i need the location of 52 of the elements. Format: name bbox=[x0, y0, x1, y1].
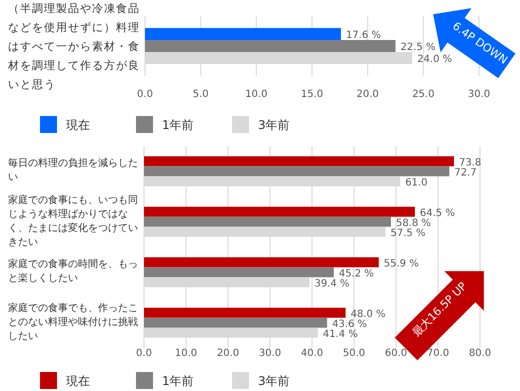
y-tick-label: 家庭での食事でも、作ったことのない料理や味付けに挑戦したい bbox=[8, 302, 139, 344]
x-tick-label: 60.0 bbox=[384, 348, 408, 359]
bar bbox=[145, 40, 396, 52]
bar bbox=[144, 318, 328, 328]
x-tick-label: 40.0 bbox=[300, 348, 324, 359]
legend-label: 3年前 bbox=[258, 118, 290, 132]
x-tick-label: 80.0 bbox=[468, 348, 492, 359]
data-label: 55.9 % bbox=[384, 258, 419, 270]
bar bbox=[144, 166, 450, 176]
bar bbox=[145, 28, 341, 40]
legend-label: 現在 bbox=[66, 374, 90, 388]
x-tick-label: 0.0 bbox=[137, 89, 153, 100]
bar bbox=[144, 267, 334, 278]
x-tick-label: 30.0 bbox=[258, 348, 282, 359]
data-label: 48.0 % bbox=[350, 308, 386, 320]
bar bbox=[144, 216, 391, 227]
data-label: 39.4 % bbox=[314, 278, 350, 290]
x-tick-label: 30.0 bbox=[468, 89, 490, 100]
x-tick-label: 10.0 bbox=[245, 89, 268, 100]
y-tick-label: 毎日の料理の負担を減らしたい bbox=[8, 157, 139, 186]
bar bbox=[144, 257, 379, 268]
x-tick-label: 20.0 bbox=[216, 348, 240, 359]
x-tick-label: 25.0 bbox=[412, 89, 434, 100]
x-tick-label: 70.0 bbox=[426, 348, 450, 359]
data-label: 73.8 bbox=[458, 157, 482, 168]
x-tick-label: 0.0 bbox=[136, 348, 152, 359]
data-label: 41.4 % bbox=[322, 328, 358, 340]
x-tick-label: 5.0 bbox=[192, 89, 209, 100]
x-tick-label: 20.0 bbox=[356, 89, 379, 100]
x-tick-label: 10.0 bbox=[174, 348, 198, 359]
data-label: 43.6 % bbox=[332, 318, 368, 330]
x-tick-label: 15.0 bbox=[300, 89, 324, 100]
x-tick-label: 50.0 bbox=[342, 348, 366, 359]
data-label: 57.5 % bbox=[390, 228, 426, 239]
bar bbox=[144, 308, 346, 318]
legend-label: 現在 bbox=[66, 118, 90, 132]
data-label: 58.8 % bbox=[396, 218, 431, 229]
legend-label: 1年前 bbox=[162, 118, 194, 132]
y-tick-label: 家庭での食事の時間を、もっと楽しくしたい bbox=[8, 258, 139, 286]
bar bbox=[144, 206, 415, 217]
y-tick-label: 家庭での食事にも、いつも同じような料理ばかりではなく、たまには変化をつけていきたい bbox=[8, 194, 139, 250]
legend-label: 3年前 bbox=[258, 374, 290, 388]
data-label: 17.6 % bbox=[346, 30, 381, 41]
y-tick-label: （半調理製品や冷凍食品などを使用せずに）料理はすべて一から素材・食材を調理して作る方が良いと思う bbox=[8, 2, 140, 90]
data-label: 22.5 % bbox=[400, 42, 436, 53]
data-label: 61.0 bbox=[405, 177, 428, 188]
data-label: 72.7 bbox=[454, 167, 477, 178]
data-label: 24.0 % bbox=[417, 54, 452, 65]
data-label: 45.2 % bbox=[338, 268, 374, 280]
legend-label: 1年前 bbox=[162, 374, 194, 388]
bar bbox=[144, 156, 454, 166]
data-label: 64.5 % bbox=[420, 208, 455, 219]
